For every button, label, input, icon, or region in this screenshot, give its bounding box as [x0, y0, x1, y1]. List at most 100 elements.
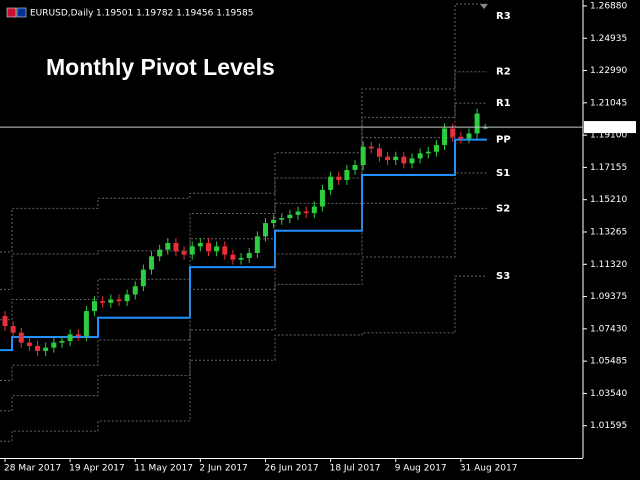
candle-body [246, 252, 252, 258]
pivot-label: R1 [496, 98, 511, 109]
pivot-line [0, 172, 487, 381]
y-tick-label: 1.15210 [590, 195, 627, 205]
y-tick-label: 1.24935 [590, 34, 627, 44]
candle-body [417, 153, 423, 159]
x-tick-label: 19 Apr 2017 [69, 464, 125, 474]
x-tick-label: 31 Aug 2017 [460, 464, 518, 474]
y-tick-label: 1.03540 [590, 389, 627, 399]
candle-body [262, 223, 268, 237]
y-tick-label: 1.07430 [590, 324, 627, 334]
candle-body [165, 243, 171, 250]
candle-body [376, 148, 382, 157]
candle-body [368, 146, 374, 149]
candle-body [197, 243, 203, 247]
candle-body [214, 246, 220, 252]
last-price-label: 1.19585 [590, 123, 627, 133]
candle-body [124, 294, 130, 302]
pivot-line [0, 275, 487, 442]
candle-body [83, 311, 89, 336]
y-tick-label: 1.22990 [590, 66, 627, 76]
candle-body [254, 236, 260, 253]
chart-title: Monthly Pivot Levels [46, 54, 275, 80]
candle-body [336, 176, 342, 180]
candle-body [140, 269, 146, 287]
pivot-line [0, 71, 487, 290]
candle-body [271, 219, 277, 224]
candle-body [279, 218, 285, 220]
candle-body [450, 128, 456, 137]
candle-body [75, 334, 81, 336]
y-tick-label: 1.11320 [590, 260, 627, 270]
candle-body [474, 113, 480, 134]
candle-body [149, 256, 155, 270]
ohlc-header: 1.19501 1.19782 1.19456 1.19585 [96, 9, 253, 19]
pivot-line [0, 3, 487, 253]
candle-body [173, 243, 179, 252]
candle-body [303, 211, 309, 214]
candle-body [433, 145, 439, 152]
y-tick-label: 1.05485 [590, 357, 627, 367]
candle-body [401, 156, 407, 164]
candle-body [393, 156, 399, 161]
candle-body [206, 243, 211, 252]
candle-body [59, 340, 65, 343]
candle-body [319, 189, 325, 207]
y-tick-label: 1.09375 [590, 292, 627, 302]
pivot-label: S3 [496, 271, 510, 282]
x-tick-label: 28 Mar 2017 [4, 464, 61, 474]
candle-body [238, 257, 244, 260]
y-tick-label: 1.26880 [590, 1, 627, 11]
y-tick-label: 1.19100 [590, 131, 627, 141]
pivot-label: S1 [496, 168, 510, 179]
symbol-label: EURUSD,Daily [30, 9, 94, 19]
candle-body [92, 301, 98, 312]
candle-body [26, 342, 32, 346]
candle-body [482, 127, 488, 129]
candle-body [425, 151, 431, 154]
shift-marker [480, 4, 488, 9]
y-tick-label: 1.01595 [590, 421, 627, 431]
candle-body [344, 169, 350, 180]
candle-body [108, 299, 114, 303]
x-tick-label: 2 Jun 2017 [199, 464, 247, 474]
candle-body [328, 176, 334, 190]
candle-body [35, 345, 41, 351]
pivot-label: S2 [496, 203, 510, 214]
candle-body [287, 214, 293, 219]
candle-body [181, 251, 187, 255]
candle-body [295, 211, 301, 215]
candle-body [230, 254, 236, 260]
candle-body [385, 156, 391, 161]
pivot-label: R3 [496, 11, 511, 22]
candle-body [352, 165, 358, 170]
candle-body [132, 286, 138, 295]
pivot-line [0, 207, 487, 412]
candle-body [10, 326, 16, 333]
candle-body [458, 136, 464, 139]
candle-body [222, 246, 228, 255]
y-tick-label: 1.17155 [590, 163, 627, 173]
pivot-label: R2 [496, 67, 511, 78]
candle-body [100, 301, 106, 303]
candle-body [311, 206, 317, 214]
candle-body [189, 246, 195, 255]
candle-body [43, 347, 49, 351]
candle-body [67, 334, 73, 341]
x-tick-label: 11 May 2017 [134, 464, 193, 474]
candle-body [360, 146, 366, 166]
candle-body [51, 342, 57, 348]
candle-body [18, 332, 24, 343]
y-tick-label: 1.13265 [590, 227, 627, 237]
candle-body [157, 249, 163, 257]
pivot-line [0, 102, 487, 321]
plot-area [0, 3, 488, 442]
pivot-label: PP [496, 135, 511, 146]
candle-body [466, 133, 472, 139]
x-tick-label: 9 Aug 2017 [395, 464, 447, 474]
x-tick-label: 26 Jun 2017 [264, 464, 318, 474]
candle-body [2, 316, 8, 327]
symbol-flag [6, 7, 27, 18]
pivot-line [0, 138, 487, 352]
x-tick-label: 18 Jul 2017 [330, 464, 381, 474]
